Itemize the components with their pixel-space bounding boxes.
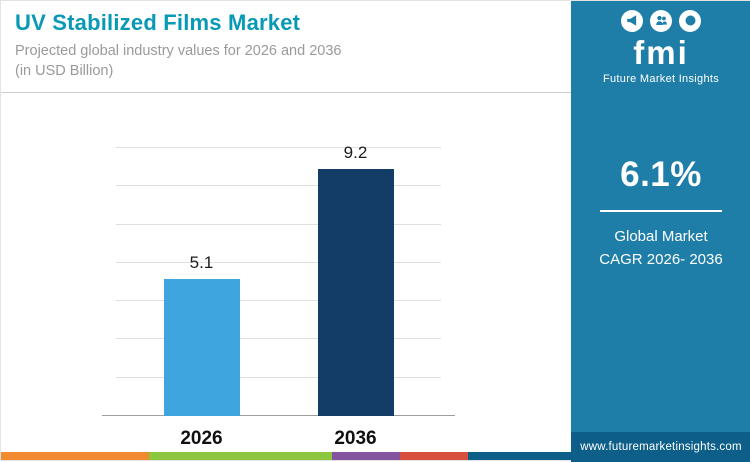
website-bar: www.futuremarketinsights.com — [571, 432, 750, 462]
plot-area: 5.1 9.2 — [102, 143, 455, 416]
gridline — [116, 261, 441, 263]
website-url: www.futuremarketinsights.com — [580, 441, 742, 453]
fmi-logo: fmi — [633, 33, 689, 71]
strip-segment — [331, 452, 400, 460]
x-axis-baseline — [102, 415, 455, 416]
gridline — [116, 338, 441, 340]
globe-icon — [679, 9, 701, 32]
cagr-label-line-1: Global Market — [614, 228, 708, 245]
x-axis-labels: 2026 2036 — [116, 428, 441, 450]
cagr-label-line-2: CAGR 2026- 2036 — [599, 251, 723, 269]
bar-column: 5.1 — [163, 253, 240, 416]
strip-segment — [399, 452, 469, 460]
gridline — [116, 376, 441, 378]
bar-value-label: 9.2 — [343, 143, 368, 163]
logo-icon-row — [621, 9, 701, 32]
people-icon — [650, 9, 672, 32]
bottom-strip — [1, 452, 571, 460]
bar-column: 9.2 — [317, 143, 394, 416]
bars: 5.1 9.2 — [116, 143, 441, 416]
brand-name: Future Market Insights — [602, 72, 720, 85]
gridline — [116, 147, 441, 148]
bar-2036 — [317, 169, 394, 416]
cagr-divider — [600, 210, 722, 212]
gridline — [116, 223, 441, 225]
page-title: UV Stabilized Films Market — [15, 10, 301, 35]
bar-value-label: 5.1 — [189, 253, 214, 273]
header: UV Stabilized Films Market Projected glo… — [1, 1, 571, 93]
gridlines — [102, 147, 455, 416]
cagr-label: Global Market CAGR 2026- 2036 — [571, 225, 750, 272]
x-axis-label-2036: 2036 — [334, 428, 377, 449]
bar-2026 — [163, 279, 240, 416]
cagr-block: 6.1% Global Market CAGR 2026- 2036 — [571, 93, 750, 272]
strip-segment — [149, 452, 332, 460]
subtitle-line-2: (in USD Billion) — [15, 62, 114, 79]
strip-segment — [468, 452, 571, 460]
strip-segment — [1, 452, 150, 460]
brand-block: fmi Future Market Insights — [571, 1, 750, 93]
cagr-value: 6.1% — [620, 155, 702, 194]
chart-subtitle: Projected global industry values for 202… — [15, 42, 571, 81]
x-axis-label-2026: 2026 — [180, 428, 223, 449]
subtitle-line-1: Projected global industry values for 202… — [15, 43, 342, 59]
megaphone-icon — [621, 9, 643, 32]
chart-region: 5.1 9.2 2026 2036 — [1, 93, 571, 454]
gridline — [116, 300, 441, 302]
gridline — [116, 185, 441, 187]
sidebar: 6.1% Global Market CAGR 2026- 2036 www.f… — [571, 93, 750, 462]
